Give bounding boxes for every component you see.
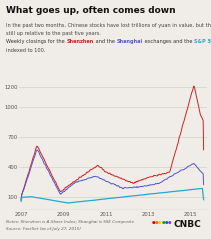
Text: Source: FactSet (as of July 27, 2015): Source: FactSet (as of July 27, 2015) <box>6 227 81 231</box>
Text: Weekly closings for the: Weekly closings for the <box>6 39 67 44</box>
Text: Notes: Shenzhen is A-Share Index; Shanghai is SSE Composite: Notes: Shenzhen is A-Share Index; Shangh… <box>6 220 134 224</box>
Text: and the: and the <box>94 39 117 44</box>
Text: ●: ● <box>165 221 168 225</box>
Text: CNBC: CNBC <box>173 220 201 229</box>
Text: What goes up, often comes down: What goes up, often comes down <box>6 6 176 15</box>
Text: ●: ● <box>155 221 159 225</box>
Text: Shanghai: Shanghai <box>117 39 143 44</box>
Text: S&P 500: S&P 500 <box>194 39 211 44</box>
Text: ●: ● <box>161 221 165 225</box>
Text: exchanges and the: exchanges and the <box>143 39 194 44</box>
Text: still up relative to the past five years.: still up relative to the past five years… <box>6 31 101 36</box>
Text: ●: ● <box>158 221 162 225</box>
Text: indexed to 100.: indexed to 100. <box>6 48 46 53</box>
Text: Shenzhen: Shenzhen <box>67 39 94 44</box>
Text: ●: ● <box>152 221 156 225</box>
Text: ●: ● <box>168 221 171 225</box>
Text: In the past two months, Chinese stocks have lost trillions of yuan in value, but: In the past two months, Chinese stocks h… <box>6 23 211 28</box>
